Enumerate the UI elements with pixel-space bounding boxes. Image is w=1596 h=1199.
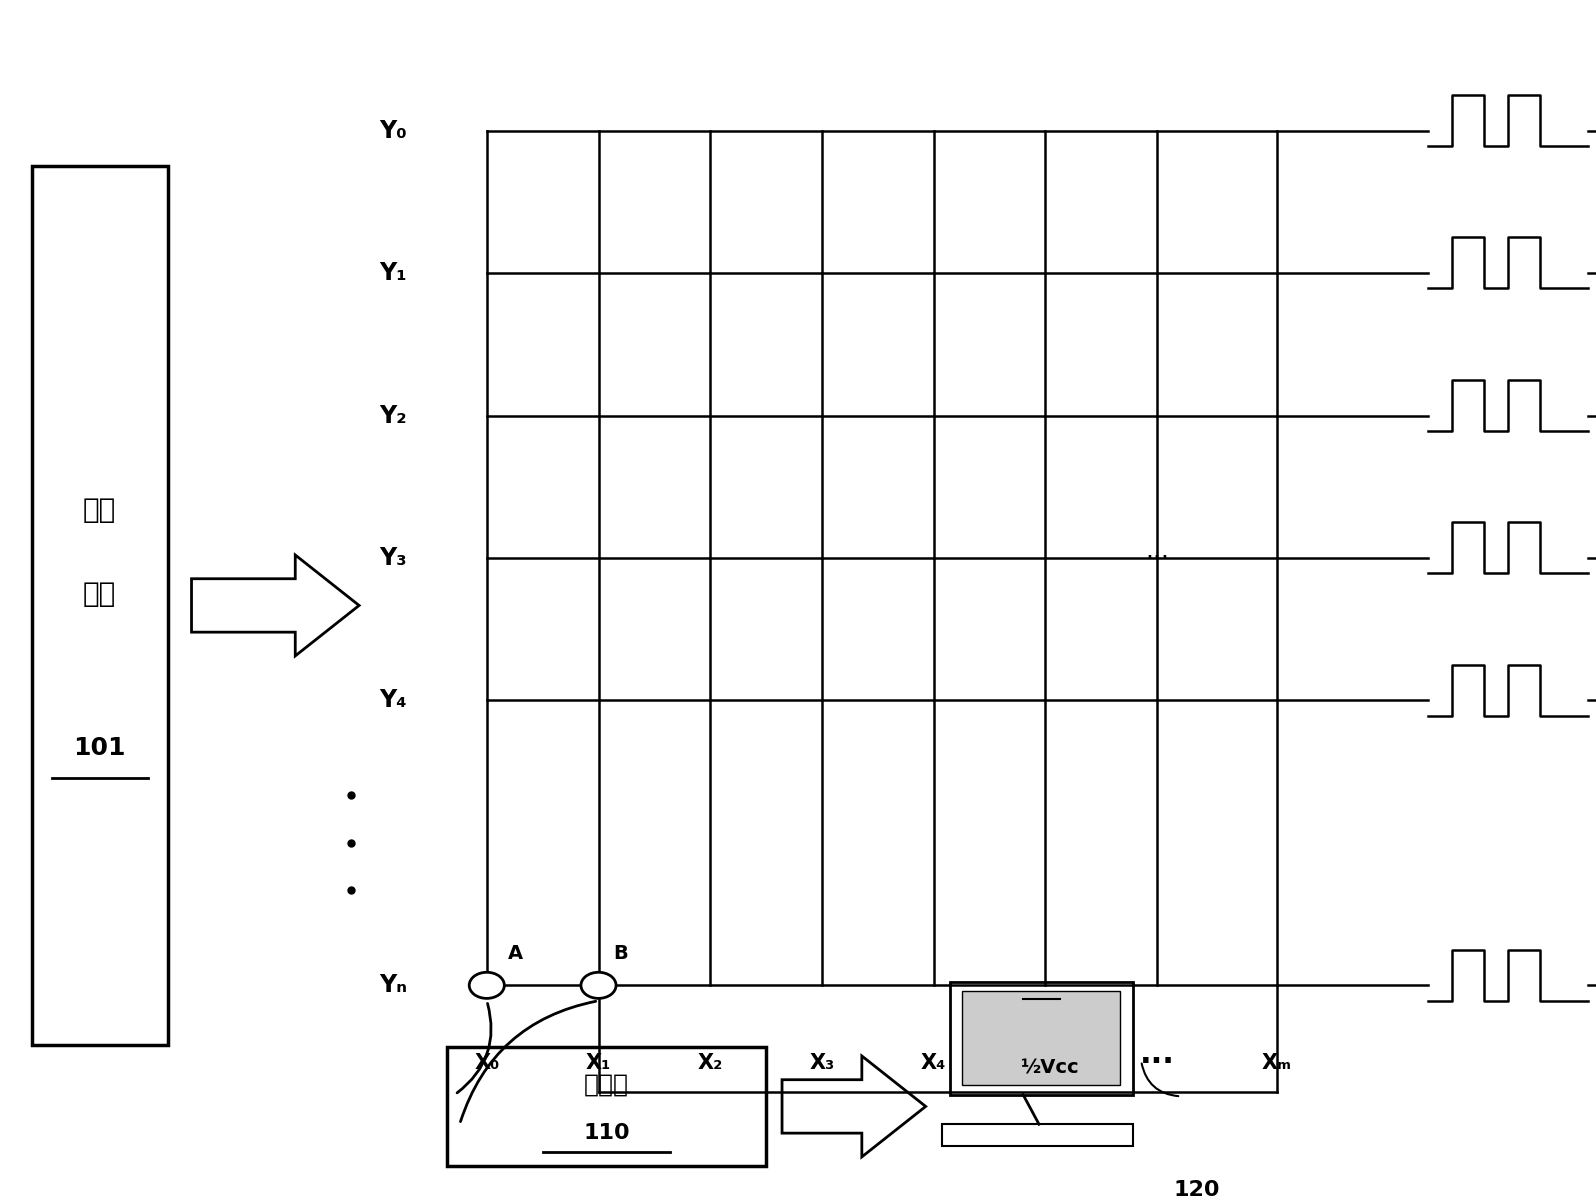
Text: X₃: X₃ <box>809 1053 835 1072</box>
Text: Y₄: Y₄ <box>380 688 407 712</box>
Text: 单元: 单元 <box>83 579 117 608</box>
Text: 120: 120 <box>1173 1180 1219 1199</box>
Text: A: A <box>508 945 522 963</box>
Text: ½Vcc: ½Vcc <box>1020 1059 1079 1078</box>
Text: ···: ··· <box>1140 1048 1175 1077</box>
FancyBboxPatch shape <box>32 167 168 1044</box>
Text: X₁: X₁ <box>586 1053 611 1072</box>
Text: Xₘ: Xₘ <box>1262 1053 1291 1072</box>
Text: ···: ··· <box>1144 546 1170 570</box>
Text: Y₁: Y₁ <box>380 261 407 285</box>
Circle shape <box>469 972 504 999</box>
Circle shape <box>581 972 616 999</box>
Text: 减法器: 减法器 <box>584 1073 629 1097</box>
Text: Y₀: Y₀ <box>380 119 407 143</box>
Text: Yₙ: Yₙ <box>378 974 407 998</box>
FancyBboxPatch shape <box>447 1047 766 1165</box>
Text: X₀: X₀ <box>474 1053 500 1072</box>
Text: 信号: 信号 <box>83 496 117 524</box>
Text: 110: 110 <box>583 1122 630 1143</box>
Polygon shape <box>950 982 1133 1095</box>
Text: Y₃: Y₃ <box>380 546 407 570</box>
Polygon shape <box>192 555 359 656</box>
Polygon shape <box>782 1056 926 1157</box>
Text: X₄: X₄ <box>921 1053 946 1072</box>
Text: Y₂: Y₂ <box>380 404 407 428</box>
Text: 101: 101 <box>73 736 126 760</box>
FancyBboxPatch shape <box>942 1125 1133 1145</box>
Text: B: B <box>613 945 627 963</box>
FancyBboxPatch shape <box>962 992 1120 1085</box>
Text: X₂: X₂ <box>697 1053 723 1072</box>
